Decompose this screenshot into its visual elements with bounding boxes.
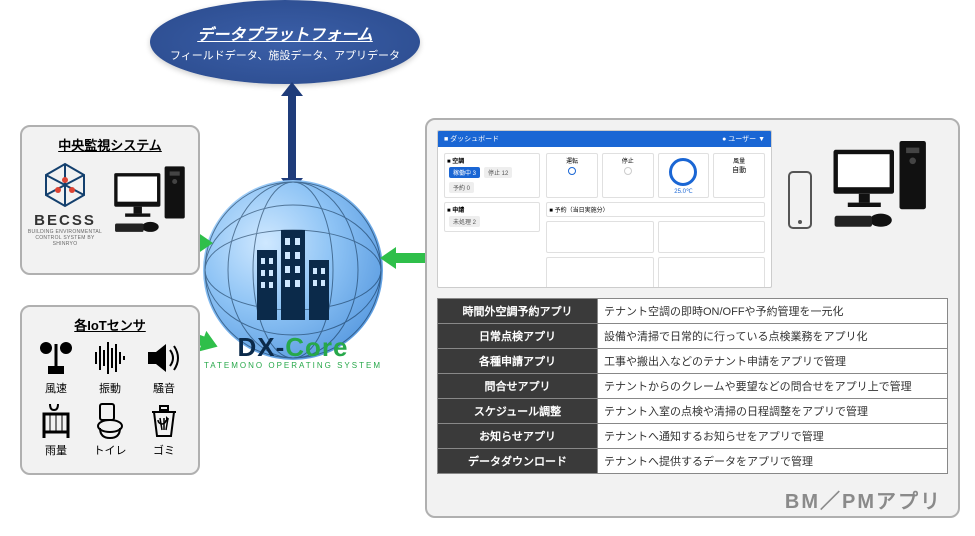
- app-desc: テナント空調の即時ON/OFFや予約管理を一元化: [598, 299, 948, 324]
- panel-becss: 中央監視システム BECSS BUILDING ENVIRONMENTAL CO…: [20, 125, 200, 275]
- iot-wind: 風速: [32, 338, 80, 396]
- brand-right: Core: [285, 332, 348, 362]
- becss-letters: BECSS: [26, 212, 104, 229]
- app-name: データダウンロード: [438, 449, 598, 474]
- iot-rain: 雨量: [32, 400, 80, 458]
- devices-icons: [780, 130, 948, 240]
- app-name: 問合せアプリ: [438, 374, 598, 399]
- iot-label: 振動: [86, 380, 134, 396]
- app-name: 日常点検アプリ: [438, 324, 598, 349]
- iot-sound: 騒音: [140, 338, 188, 396]
- computer-icon: [823, 130, 943, 240]
- table-row: 問合せアプリテナントからのクレームや要望などの問合せをアプリ上で管理: [438, 374, 948, 399]
- app-name: 各種申請アプリ: [438, 349, 598, 374]
- app-desc: 設備や清掃で日常的に行っている点検業務をアプリ化: [598, 324, 948, 349]
- app-desc: 工事や搬出入などのテナント申請をアプリで管理: [598, 349, 948, 374]
- iot-title: 各IoTセンサ: [32, 315, 188, 334]
- becss-logo: BECSS BUILDING ENVIRONMENTAL CONTROL SYS…: [26, 160, 104, 247]
- app-desc: テナント入室の点検や清掃の日程調整をアプリで管理: [598, 399, 948, 424]
- buildings-icon: [257, 230, 329, 320]
- table-row: データダウンロードテナントへ提供するデータをアプリで管理: [438, 449, 948, 474]
- arrow-vertical: [277, 82, 307, 192]
- app-name: お知らせアプリ: [438, 424, 598, 449]
- app-table: 時間外空調予約アプリテナント空調の即時ON/OFFや予約管理を一元化日常点検アプ…: [437, 298, 948, 474]
- app-name: 時間外空調予約アプリ: [438, 299, 598, 324]
- iot-label: ゴミ: [140, 442, 188, 458]
- ellipse-subtitle: フィールドデータ、施設データ、アプリデータ: [170, 47, 400, 63]
- iot-label: 雨量: [32, 442, 80, 458]
- data-platform-ellipse: データプラットフォーム フィールドデータ、施設データ、アプリデータ: [150, 0, 420, 84]
- iot-trash: ゴミ: [140, 400, 188, 458]
- dashboard-mock: ■ ダッシュボード● ユーザー ▼ ■ 空調 稼働中 3停止 12 予約 0 ■…: [437, 130, 772, 288]
- table-row: 各種申請アプリ工事や搬出入などのテナント申請をアプリで管理: [438, 349, 948, 374]
- brand-tagline: TATEMONO OPERATING SYSTEM: [188, 361, 398, 370]
- app-desc: テナントからのクレームや要望などの問合せをアプリ上で管理: [598, 374, 948, 399]
- table-row: お知らせアプリテナントへ通知するお知らせをアプリで管理: [438, 424, 948, 449]
- app-name: スケジュール調整: [438, 399, 598, 424]
- table-row: 日常点検アプリ設備や清掃で日常的に行っている点検業務をアプリ化: [438, 324, 948, 349]
- brand-left: DX-: [237, 332, 285, 362]
- iot-vibration: 振動: [86, 338, 134, 396]
- panel-iot: 各IoTセンサ 風速振動騒音雨量トイレゴミ: [20, 305, 200, 475]
- iot-label: 騒音: [140, 380, 188, 396]
- app-desc: テナントへ通知するお知らせをアプリで管理: [598, 424, 948, 449]
- dx-core-globe: DX-Core TATEMONO OPERATING SYSTEM: [188, 180, 398, 380]
- computer-icon: [110, 158, 194, 247]
- iot-label: 風速: [32, 380, 80, 396]
- iot-toilet: トイレ: [86, 400, 134, 458]
- phone-icon: [785, 170, 815, 240]
- becss-sub: BUILDING ENVIRONMENTAL CONTROL SYSTEM BY…: [26, 229, 104, 247]
- app-desc: テナントへ提供するデータをアプリで管理: [598, 449, 948, 474]
- iot-label: トイレ: [86, 442, 134, 458]
- table-row: 時間外空調予約アプリテナント空調の即時ON/OFFや予約管理を一元化: [438, 299, 948, 324]
- bm-pm-label: BM／PMアプリ: [427, 485, 958, 514]
- panel-bm-pm: ■ ダッシュボード● ユーザー ▼ ■ 空調 稼働中 3停止 12 予約 0 ■…: [425, 118, 960, 518]
- becss-title: 中央監視システム: [58, 135, 162, 154]
- ellipse-title: データプラットフォーム: [197, 21, 373, 45]
- table-row: スケジュール調整テナント入室の点検や清掃の日程調整をアプリで管理: [438, 399, 948, 424]
